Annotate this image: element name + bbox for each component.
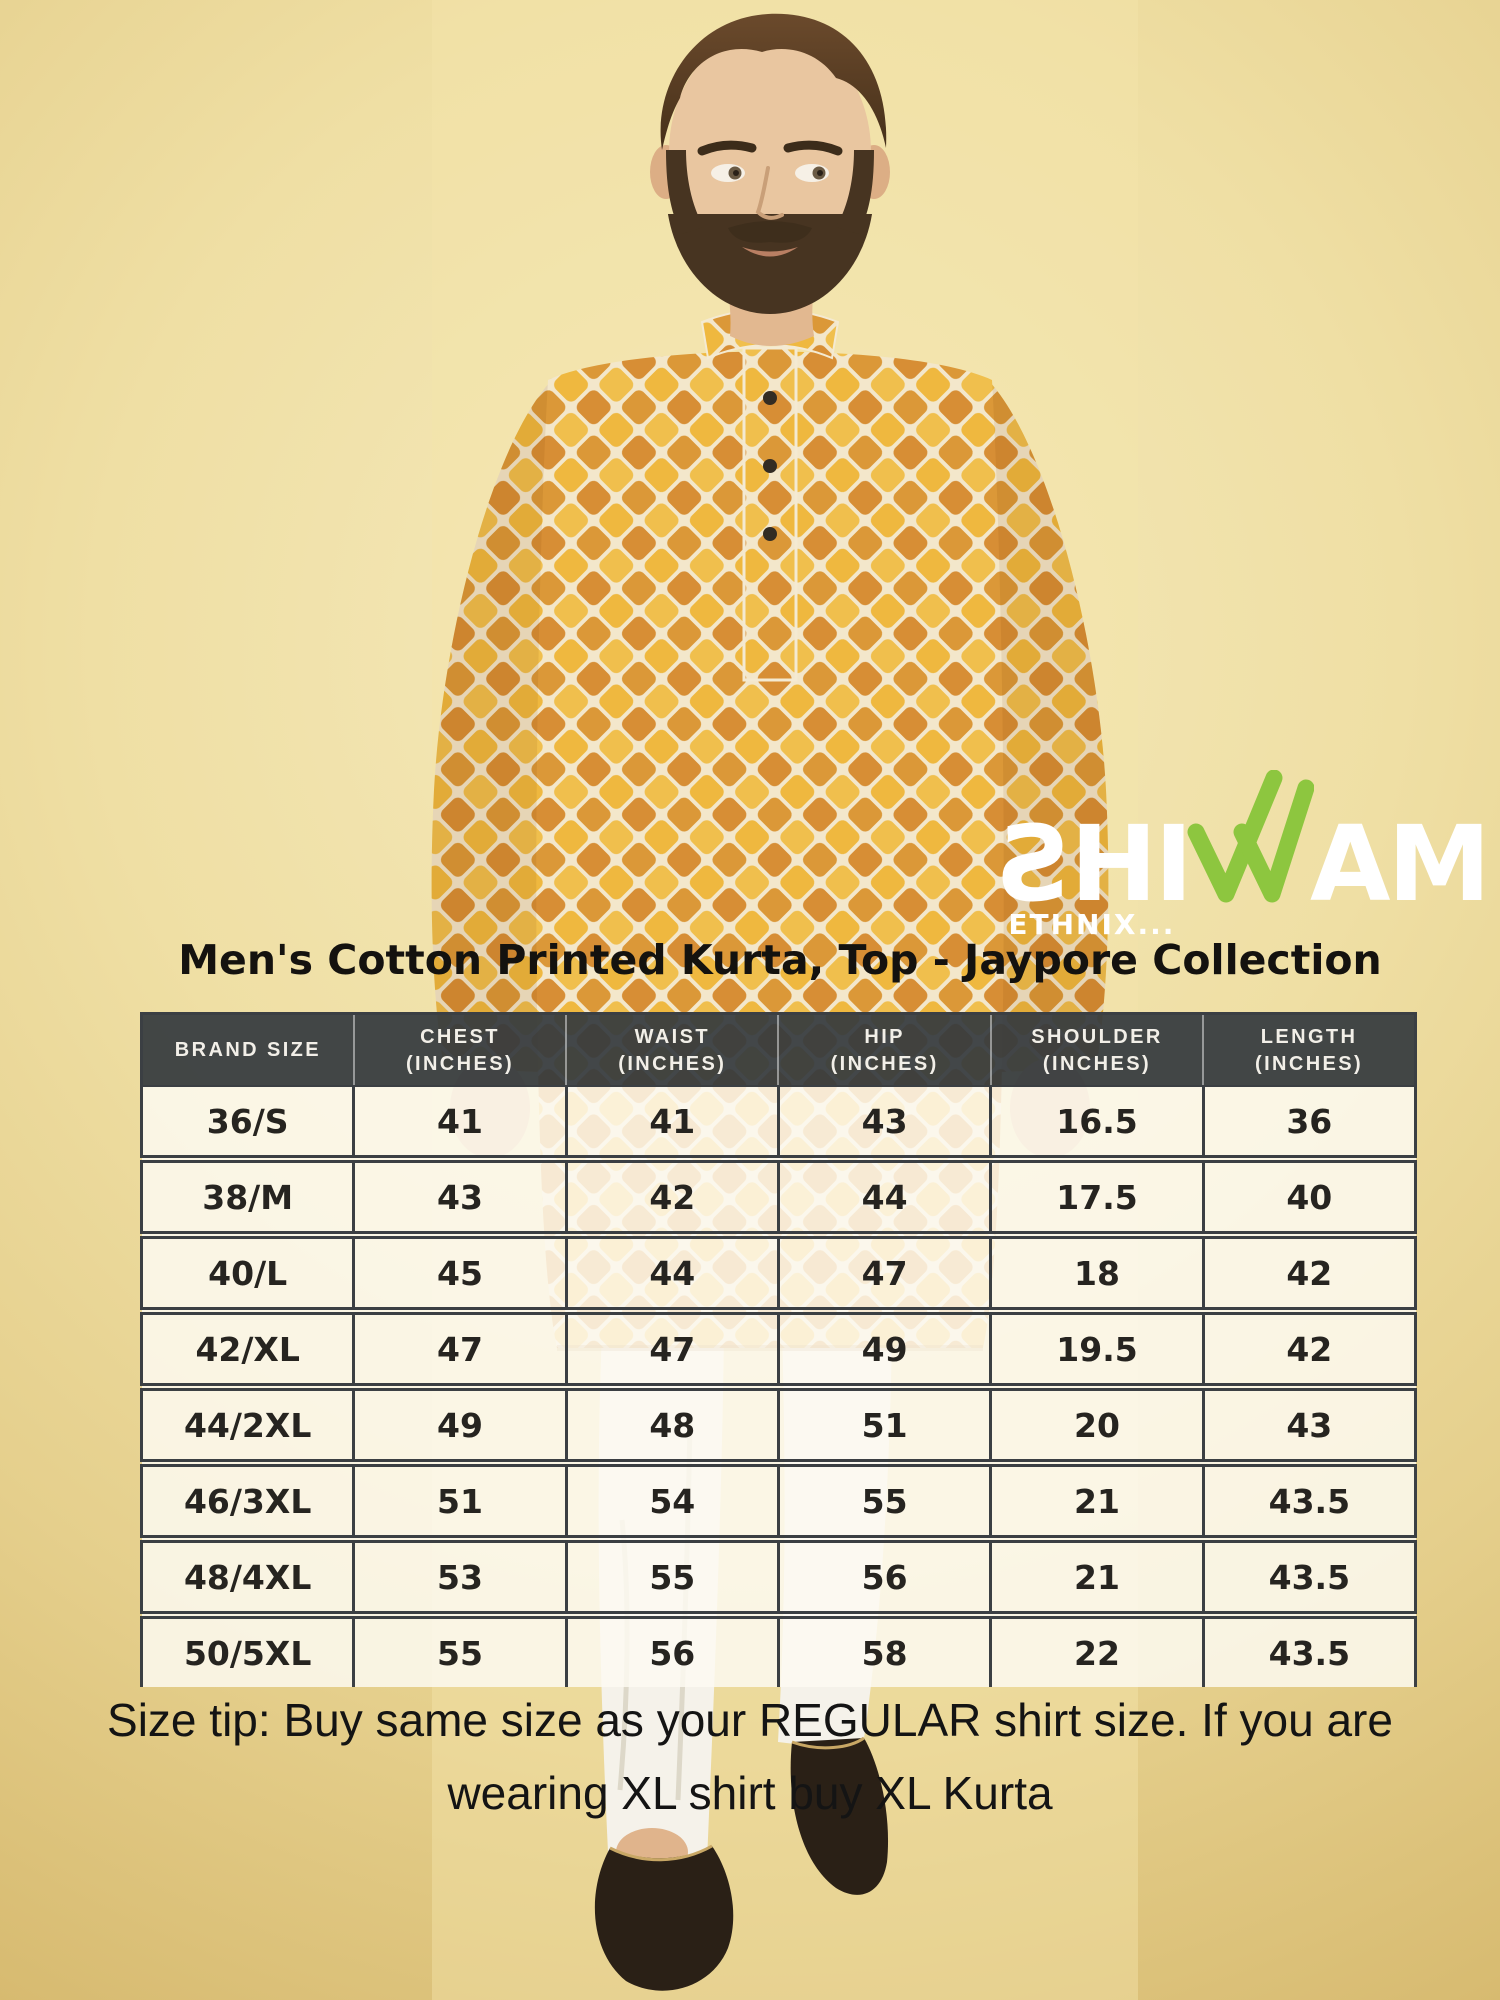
size-table-cell: 38/M [139, 1155, 356, 1236]
size-table-cell: 43 [1201, 1383, 1418, 1464]
model-head [650, 13, 890, 346]
size-tip-line-1: Size tip: Buy same size as your REGULAR … [107, 1694, 1393, 1746]
size-table-cell: 42 [564, 1155, 780, 1236]
size-table-cell: 40 [1201, 1155, 1418, 1236]
size-table-cell: 44 [776, 1155, 993, 1236]
size-chart-table: BRAND SIZE CHEST (INCHES) WAIST (INCHES) HIP(… [139, 1012, 1418, 1688]
brand-tagline: ETHNIX... [1008, 908, 1176, 941]
size-table-cell: 43 [352, 1155, 568, 1236]
size-table-row: 50/5XL 55 56 58 22 43.5 [139, 1611, 1418, 1688]
size-table-cell: 43 [776, 1085, 993, 1160]
size-table-cell: 43.5 [1201, 1535, 1418, 1616]
size-table-cell: 48 [564, 1383, 780, 1464]
size-tip-line-2: wearing XL shirt buy XL Kurta [447, 1766, 1053, 1819]
size-table-cell: 43.5 [1201, 1459, 1418, 1540]
size-table-cell: 42 [1201, 1307, 1418, 1388]
size-table-row: 40/L 45 44 47 18 42 [139, 1231, 1418, 1312]
size-table-col-header: HIP (INCHES) [777, 1013, 991, 1087]
size-table-cell: 18 [989, 1231, 1205, 1312]
size-table-cell: 58 [776, 1611, 993, 1688]
size-table-cell: 36/S [139, 1085, 356, 1160]
size-table-cell: 53 [352, 1535, 568, 1616]
brand-letters-left: SHI [998, 803, 1193, 925]
size-table-cell: 56 [564, 1611, 780, 1688]
size-table-cell: 22 [989, 1611, 1205, 1688]
size-table-cell: 49 [352, 1383, 568, 1464]
size-tip: Size tip: Buy same size as your REGULAR … [50, 1684, 1450, 1829]
size-table-row: 38/M 43 42 44 17.5 40 [139, 1155, 1418, 1236]
size-table-cell: 51 [352, 1459, 568, 1540]
size-table-col-header: LENGTH (INCHES) [1202, 1013, 1416, 1087]
brand-logo: SHI AM ETHNIX... [998, 770, 1491, 941]
size-table-col-header: BRAND SIZE [141, 1013, 354, 1087]
size-table-header-row: BRAND SIZE CHEST (INCHES) WAIST (INCHES) HIP(… [141, 1013, 1416, 1087]
size-table-cell: 40/L [139, 1231, 356, 1312]
size-table-cell: 16.5 [989, 1085, 1205, 1160]
size-table-cell: 41 [564, 1085, 780, 1160]
size-table-cell: 49 [776, 1307, 993, 1388]
size-table-cell: 48/4XL [139, 1535, 356, 1616]
size-table-cell: 47 [352, 1307, 568, 1388]
size-table-cell: 20 [989, 1383, 1205, 1464]
size-table-row: 36/S 41 41 43 16.5 36 [139, 1085, 1418, 1160]
size-table-col-header: SHOULDER (INCHES) [989, 1013, 1204, 1087]
size-table-cell: 44 [564, 1231, 780, 1312]
size-table-cell: 45 [352, 1231, 568, 1312]
green-double-check-w-icon [1187, 770, 1315, 903]
size-table-cell: 42 [1201, 1231, 1418, 1312]
size-table-cell: 46/3XL [139, 1459, 356, 1540]
size-table-cell: 50/5XL [139, 1611, 356, 1688]
size-table-cell: 56 [776, 1535, 993, 1616]
size-table-cell: 36 [1201, 1085, 1418, 1160]
size-table-row: 46/3XL 51 54 55 21 43.5 [139, 1459, 1418, 1540]
brand-letters-hi: HI [1070, 803, 1193, 925]
size-table-cell: 54 [564, 1459, 780, 1540]
model-shoes [594, 1736, 889, 1991]
size-table-body: 36/S 41 41 43 16.5 36 38/M 43 42 44 17.5 40 40/L 45 44… [139, 1085, 1418, 1688]
size-table-cell: 47 [564, 1307, 780, 1388]
size-chart: BRAND SIZE CHEST (INCHES) WAIST (INCHES) HIP(… [139, 1012, 1418, 1688]
size-table-head: BRAND SIZE CHEST (INCHES) WAIST (INCHES) HIP(… [141, 1013, 1416, 1087]
size-table-cell: 21 [989, 1459, 1205, 1540]
size-table-row: 44/2XL 49 48 51 20 43 [139, 1383, 1418, 1464]
size-table-cell: 41 [352, 1085, 568, 1160]
brand-letter-s: S [998, 803, 1071, 925]
size-table-cell: 44/2XL [139, 1383, 356, 1464]
size-table-cell: 21 [989, 1535, 1205, 1616]
brand-letters-am: AM [1310, 803, 1491, 925]
size-table-cell: 51 [776, 1383, 993, 1464]
size-table-col-header: WAIST (INCHES) [565, 1013, 779, 1087]
size-table-cell: 55 [352, 1611, 568, 1688]
size-table-cell: 17.5 [989, 1155, 1205, 1236]
size-table-row: 48/4XL 53 55 56 21 43.5 [139, 1535, 1418, 1616]
size-table-cell: 47 [776, 1231, 993, 1312]
size-table-cell: 43.5 [1201, 1611, 1418, 1688]
size-table-col-header: CHEST (INCHES) [352, 1013, 567, 1087]
size-table-cell: 19.5 [989, 1307, 1205, 1388]
size-table-cell: 55 [564, 1535, 780, 1616]
brand-wordmark: SHI AM [998, 770, 1491, 925]
size-table-cell: 55 [776, 1459, 993, 1540]
size-table-row: 42/XL 47 47 49 19.5 42 [139, 1307, 1418, 1388]
product-title: Men's Cotton Printed Kurta, Top - Jaypor… [178, 936, 1382, 984]
size-table-cell: 42/XL [139, 1307, 356, 1388]
